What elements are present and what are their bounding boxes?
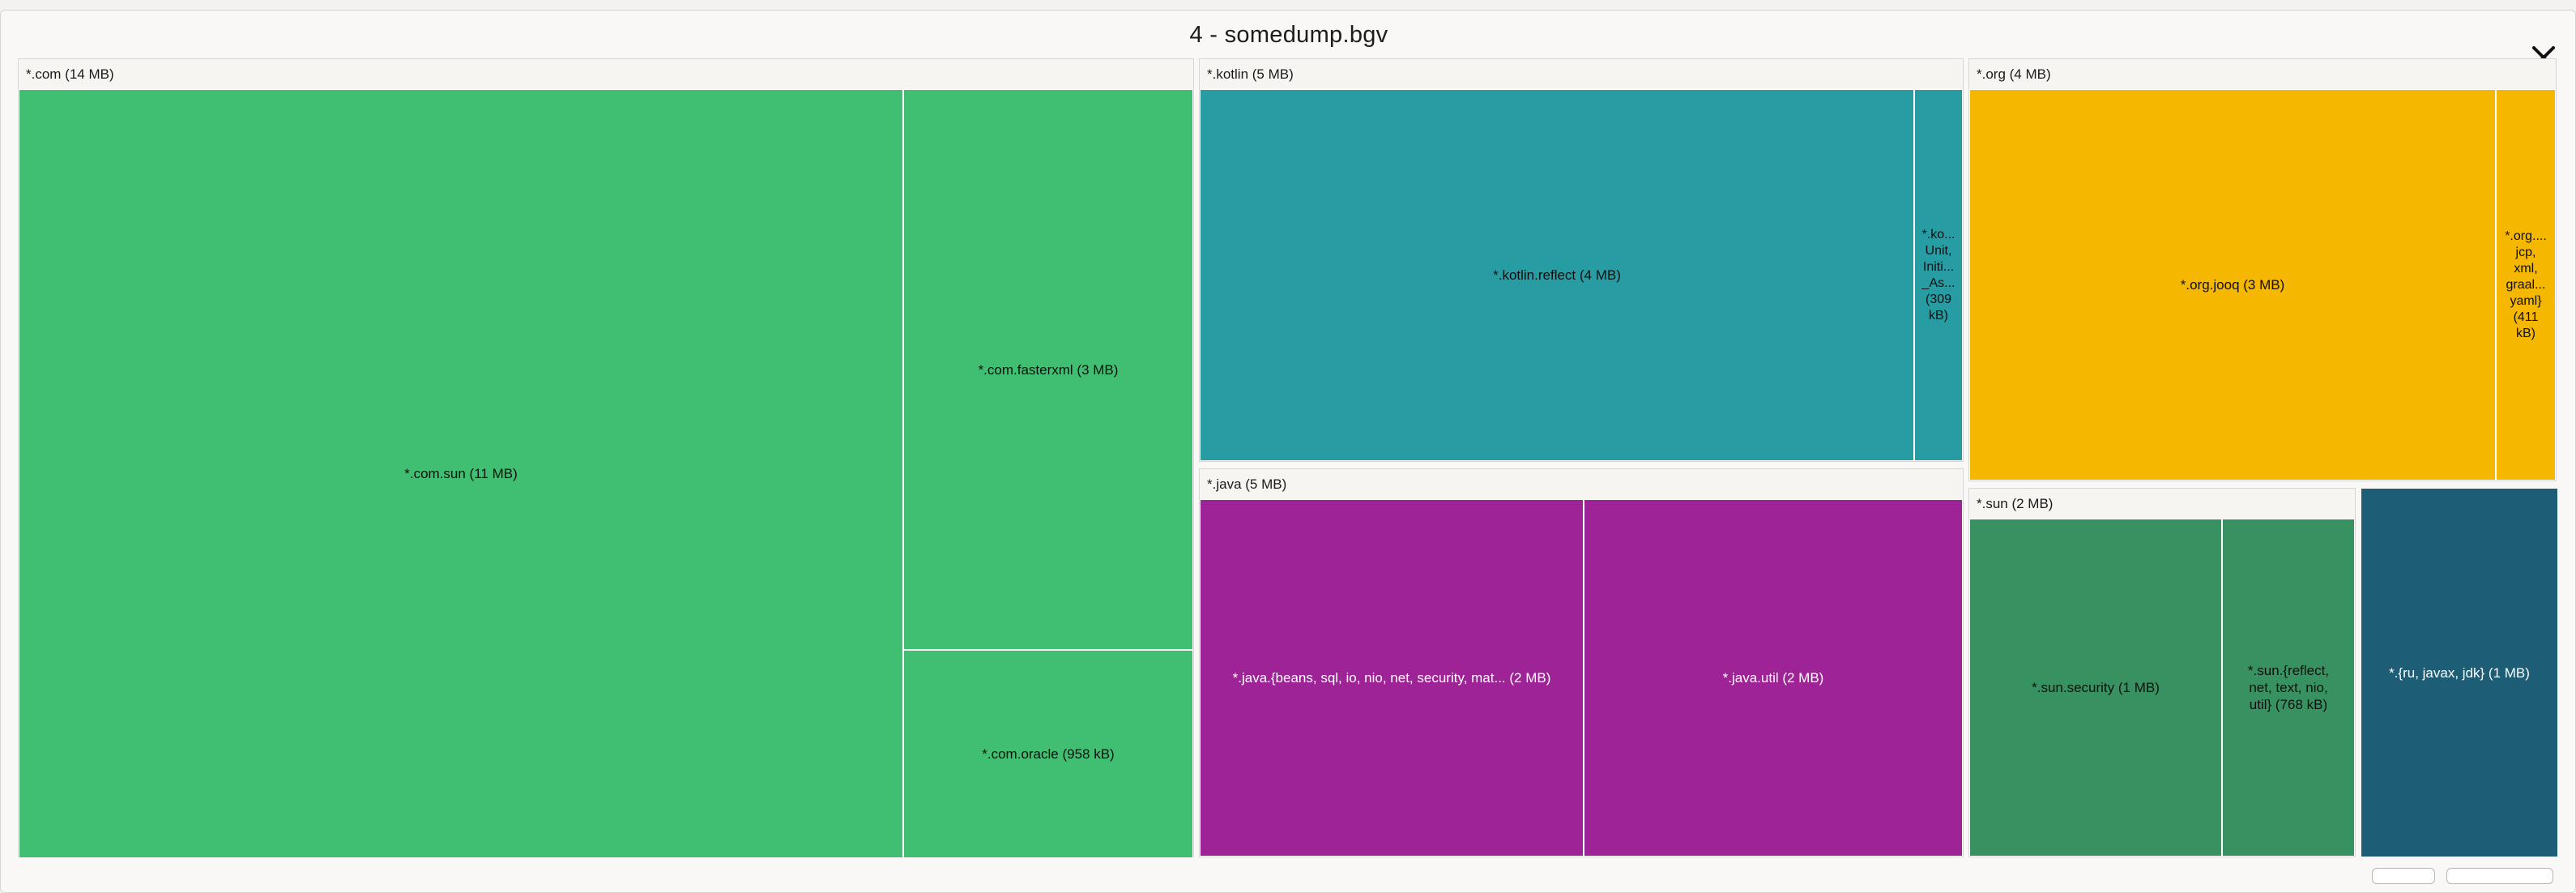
treemap-cell-ru-javax-jdk[interactable]: *.{ru, javax, jdk} (1 MB) bbox=[2361, 488, 2558, 857]
treemap-cell-java-util[interactable]: *.java.util (2 MB) bbox=[1584, 499, 1963, 857]
treemap-cell-kotlin-other[interactable]: *.ko... Unit, Initi... _As... (309 kB) bbox=[1914, 89, 1963, 461]
treemap-cell-sun-security[interactable]: *.sun.security (1 MB) bbox=[1969, 519, 2222, 857]
group-header-java: *.java (5 MB) bbox=[1207, 476, 1287, 492]
treemap-group-sun[interactable]: *.sun (2 MB) *.sun.security (1 MB) *.sun… bbox=[1968, 488, 2356, 857]
treemap-cell-sun-other[interactable]: *.sun.{reflect, net, text, nio, util} (7… bbox=[2222, 519, 2355, 857]
group-header-com: *.com (14 MB) bbox=[26, 66, 114, 82]
treemap-group-java[interactable]: *.java (5 MB) *.java.{beans, sql, io, ni… bbox=[1199, 468, 1964, 857]
group-header-sun: *.sun (2 MB) bbox=[1977, 496, 2054, 511]
treemap-cell-kotlin-reflect[interactable]: *.kotlin.reflect (4 MB) bbox=[1200, 89, 1914, 461]
treemap-cell-org-jooq[interactable]: *.org.jooq (3 MB) bbox=[1969, 89, 2496, 481]
treemap-cell-com-sun[interactable]: *.com.sun (11 MB) bbox=[19, 89, 903, 858]
group-header-kotlin: *.kotlin (5 MB) bbox=[1207, 66, 1294, 82]
footer-button[interactable] bbox=[2372, 868, 2435, 884]
treemap-cell-java-beans[interactable]: *.java.{beans, sql, io, nio, net, securi… bbox=[1200, 499, 1584, 857]
treemap-group-org[interactable]: *.org (4 MB) *.org.jooq (3 MB) *.org....… bbox=[1968, 58, 2557, 481]
dialog-title: 4 - somedump.bgv bbox=[1189, 22, 1388, 48]
treemap-cell-com-fasterxml[interactable]: *.com.fasterxml (3 MB) bbox=[903, 89, 1193, 650]
treemap-cell-com-oracle[interactable]: *.com.oracle (958 kB) bbox=[903, 650, 1193, 858]
treemap-group-com[interactable]: *.com (14 MB) *.com.sun (11 MB) *.com.fa… bbox=[18, 58, 1194, 858]
group-header-org: *.org (4 MB) bbox=[1977, 66, 2051, 82]
treemap-cell-org-other[interactable]: *.org.... jcp, xml, graal... yaml} (411 … bbox=[2496, 89, 2556, 481]
treemap-group-kotlin[interactable]: *.kotlin (5 MB) *.kotlin.reflect (4 MB) … bbox=[1199, 58, 1964, 462]
footer-button[interactable] bbox=[2446, 868, 2553, 884]
